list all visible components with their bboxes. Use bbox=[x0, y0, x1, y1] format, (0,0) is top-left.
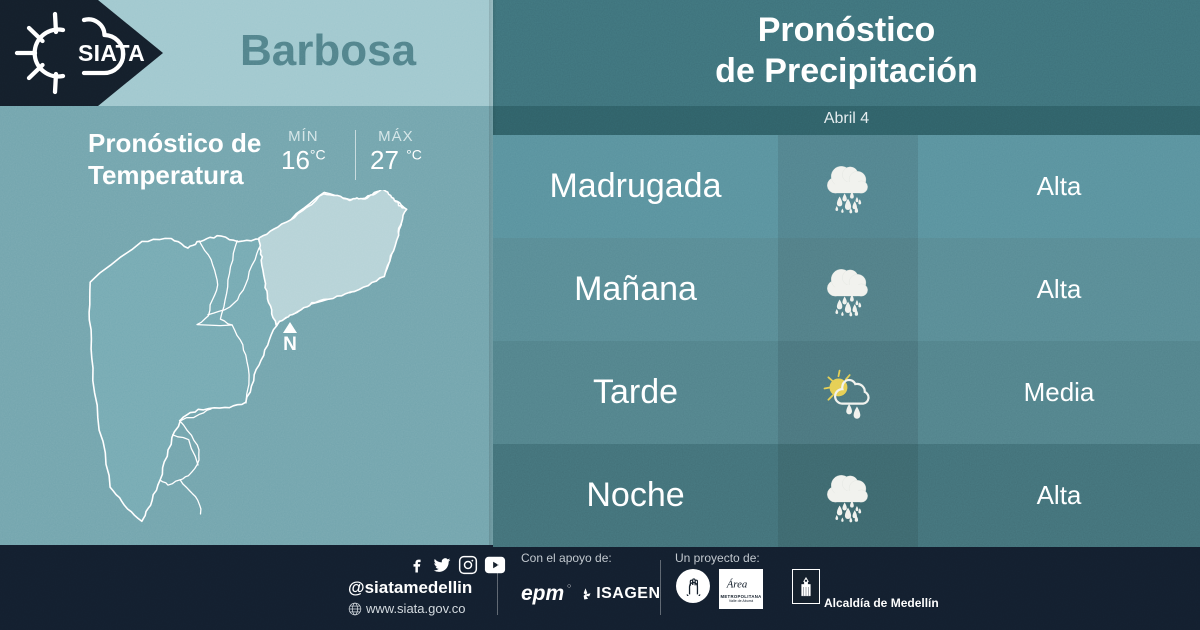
svg-text:SIATA: SIATA bbox=[78, 40, 145, 66]
svg-text:Área: Área bbox=[726, 579, 748, 591]
